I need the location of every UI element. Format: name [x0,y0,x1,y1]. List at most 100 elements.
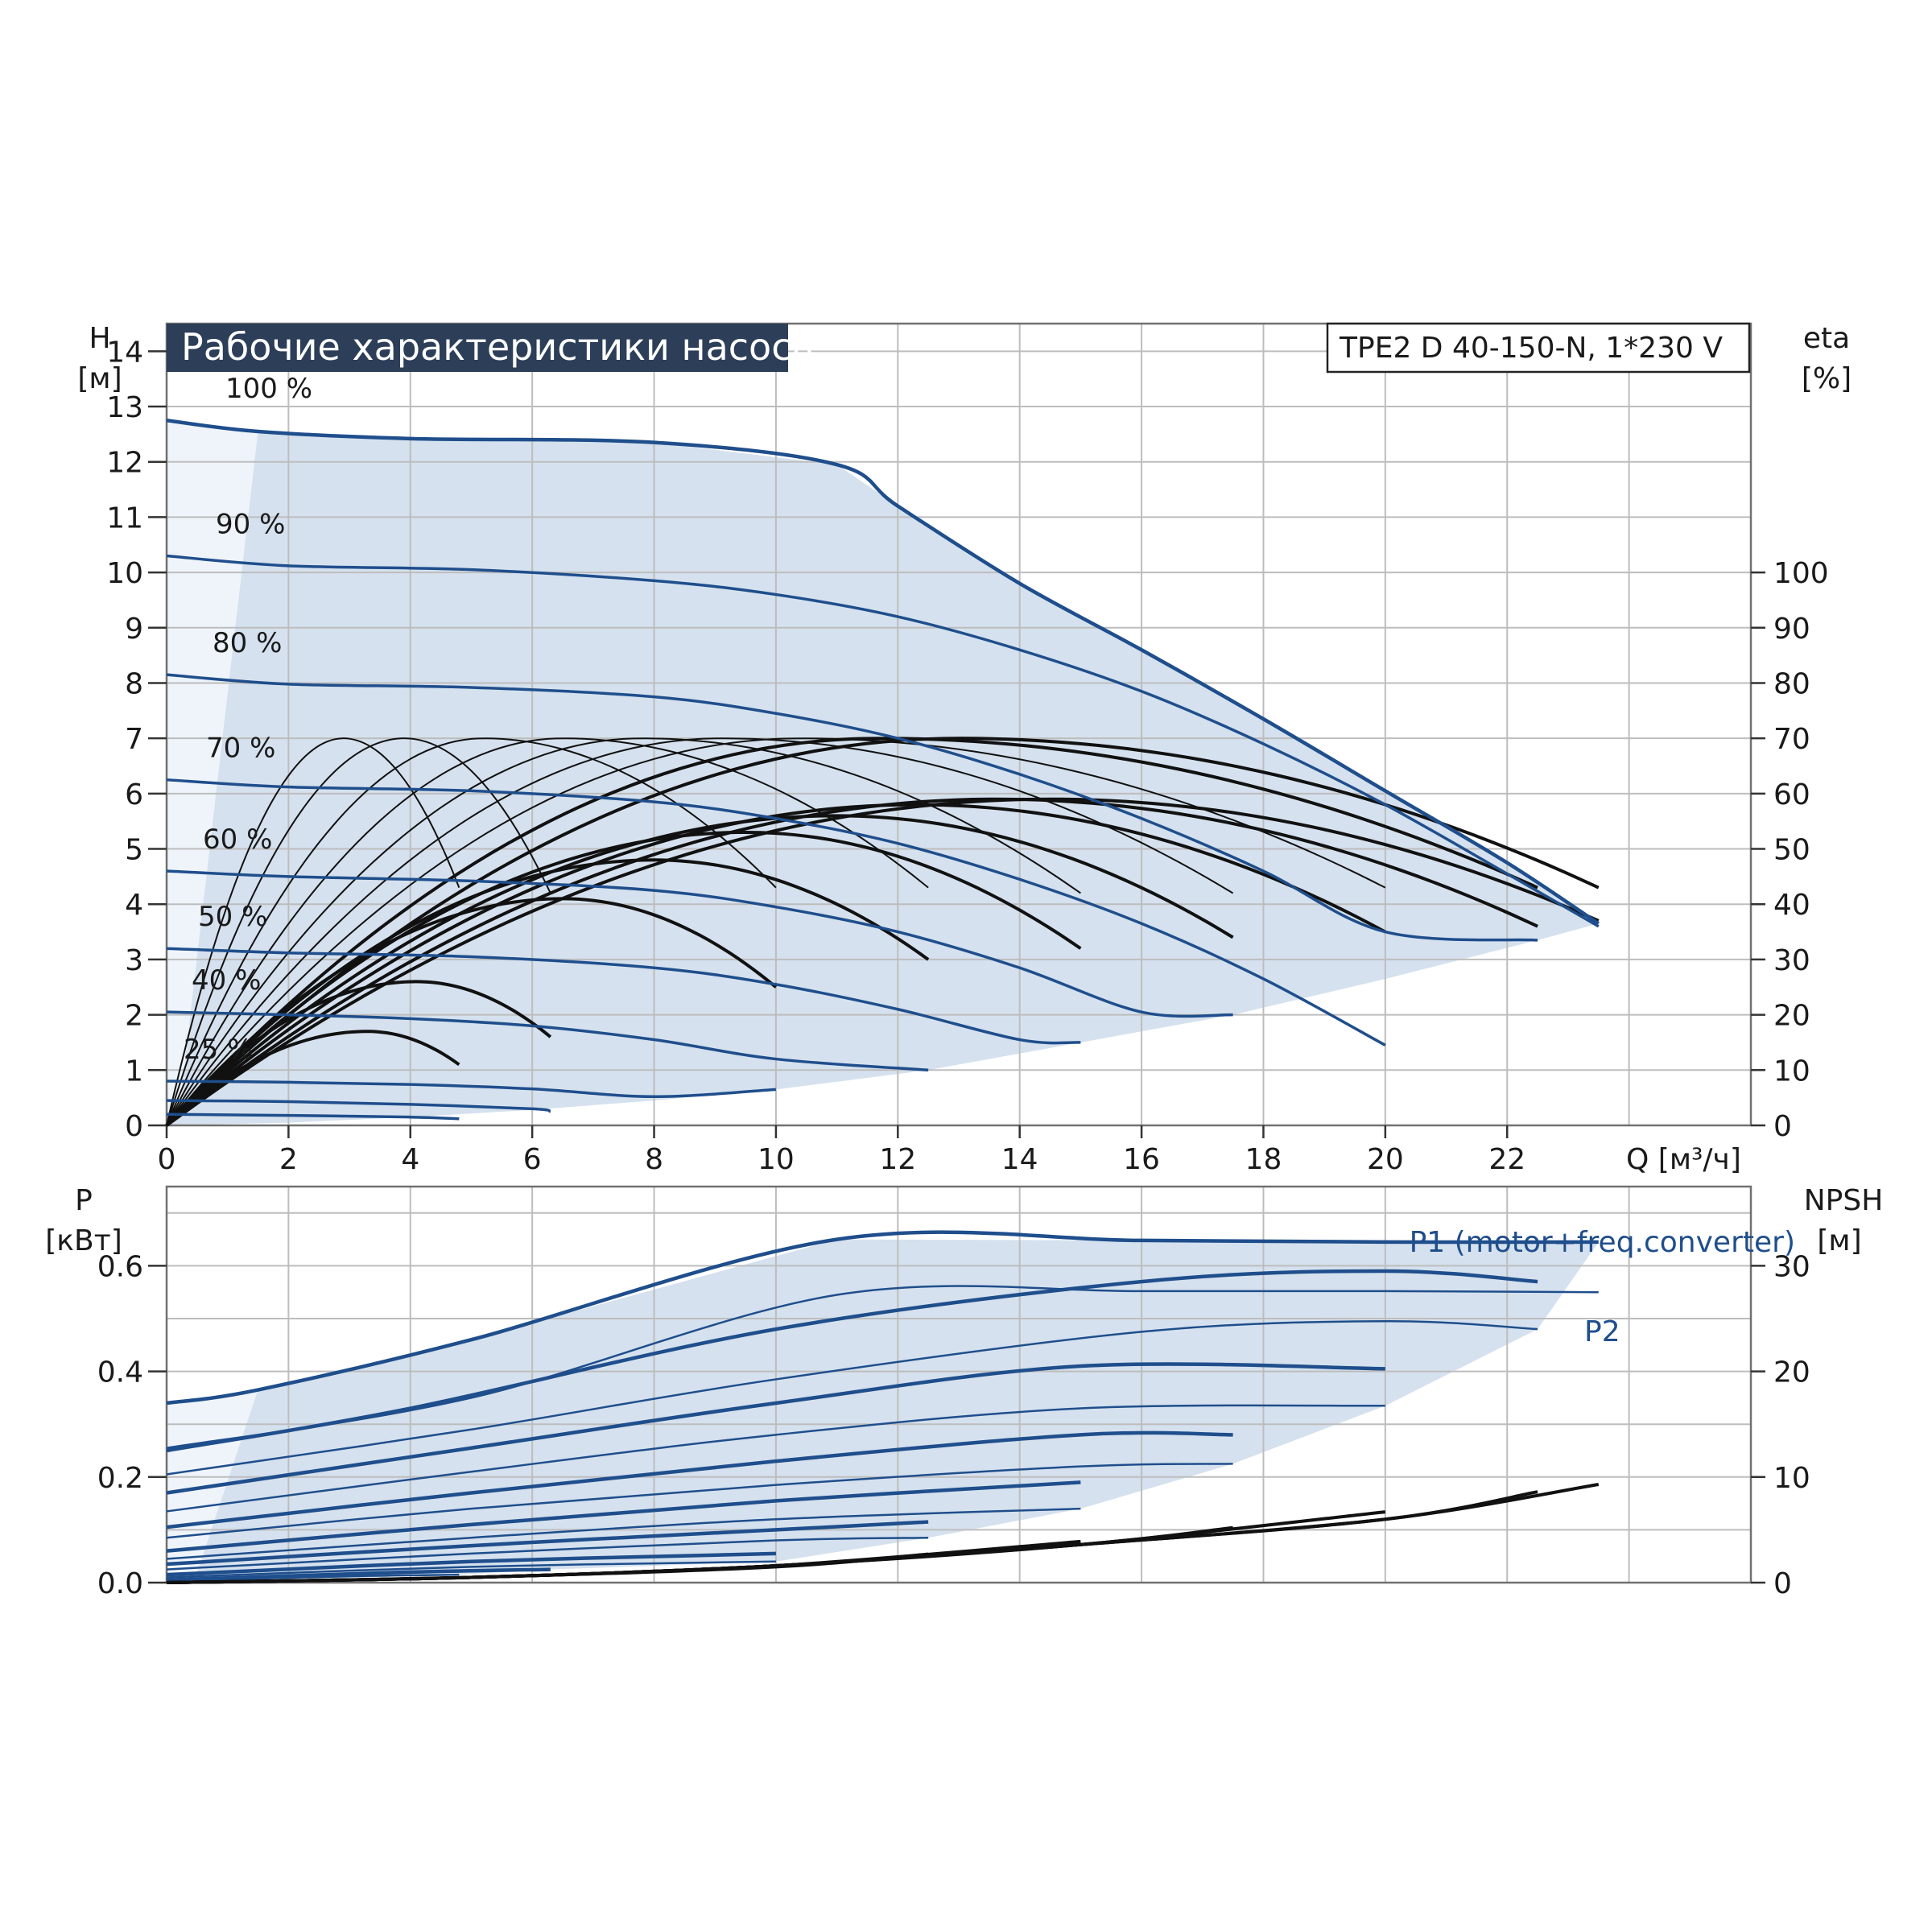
power-curve [166,1230,1599,1406]
npsh-tick-label: 30 [1773,1250,1810,1283]
speed-curve [166,947,1081,1045]
power-curve [166,1269,1538,1453]
head-frame [165,322,1752,1127]
power-curve [166,1480,1081,1553]
head-x-tick-label: 22 [1488,1143,1525,1176]
eta-tick-label: 20 [1773,1000,1810,1033]
efficiency-curve [166,737,777,1126]
power-curve [166,1507,1081,1560]
speed-label: 50 % [198,901,267,933]
speed-curve [166,778,1386,1046]
npsh-tick-label: 10 [1773,1462,1810,1495]
power-curve [166,1320,1538,1476]
head-x-tick-label: 14 [1001,1143,1038,1176]
efficiency-curve [165,737,1538,1127]
speed-label: 80 % [213,627,282,659]
head-envelope-area [167,420,1599,1125]
speed-curve [166,418,1600,926]
power-y-tick-label: 0.0 [97,1567,143,1600]
eta-axis-unit: [%] [1802,362,1852,395]
eta-tick-label: 0 [1773,1110,1792,1143]
head-y-tick-label: 8 [125,667,143,700]
power-y-tick-label: 0.4 [97,1356,143,1389]
speed-curve [166,869,1233,1018]
head-x-tick-label: 10 [758,1143,795,1176]
head-x-tick-label: 0 [158,1143,176,1176]
efficiency-curve [165,897,778,1127]
head-y-tick-label: 10 [106,557,143,590]
speed-label: 40 % [192,964,261,997]
efficiency-curve [165,797,1538,1127]
npsh-curve [166,1483,1600,1584]
speed-label: 90 % [216,508,285,540]
eta-tick-label: 60 [1773,778,1810,811]
head-y-tick-label: 7 [125,723,143,756]
head-y-tick-label: 12 [106,447,143,480]
power-curve [166,1430,1233,1530]
head-x-tick-label: 18 [1245,1143,1282,1176]
efficiency-curve [165,803,1386,1127]
npsh-axis-title: NPSH [1804,1184,1884,1217]
head-x-tick-label: 2 [279,1143,298,1176]
head-y-tick-label: 3 [125,944,143,977]
npsh-axis-unit: [м] [1817,1224,1861,1257]
speed-curve [166,673,1538,942]
head-plot: 0123456789101112131401020304050607080901… [77,322,1852,1176]
head-x-tick-label: 12 [879,1143,916,1176]
speed-curve [166,1113,460,1121]
power-frame [165,1185,1752,1584]
head-x-tick-label: 16 [1123,1143,1160,1176]
npsh-tick-label: 20 [1773,1356,1810,1389]
efficiency-curve [165,814,1234,1127]
head-y-tick-label: 13 [106,391,143,424]
power-curve [166,1463,1233,1539]
speed-curve [166,1010,929,1072]
head-y-tick-label: 0 [125,1110,143,1143]
flow-axis-title: Q [м³/ч] [1626,1143,1741,1176]
power-curve [166,1404,1385,1513]
speed-label: 70 % [206,733,275,765]
speed-curve [166,1099,551,1113]
head-y-tick-label: 11 [106,502,143,535]
eta-tick-label: 50 [1773,834,1810,867]
efficiency-curve [165,830,1082,1127]
eta-tick-label: 40 [1773,889,1810,922]
head-y-tick-label: 9 [125,613,143,646]
speed-curve [166,554,1600,928]
efficiency-curve [166,737,929,1126]
speed-curve [166,1080,777,1099]
head-x-tick-label: 8 [645,1143,663,1176]
eta-axis-title: eta [1803,322,1850,355]
head-y-tick-label: 5 [125,834,143,867]
power-y-tick-label: 0.2 [97,1462,143,1495]
speed-label: 100 % [225,373,312,405]
power-curve [166,1551,776,1577]
power-curve [166,1560,776,1579]
power-curve [166,1520,929,1567]
head-x-tick-label: 4 [401,1143,419,1176]
chart-annotations: Рабочие характеристики насоса TPE2 D 40-… [167,322,1751,374]
p1-series-label: P1 (motor+freq.converter) [1410,1226,1795,1259]
power-curve [166,1567,551,1582]
power-plot: 0.0 0.2 0.4 0.6 0 10 20 30 P [кВт] NPSH [м] P1 (moto… [45,1184,1883,1600]
speed-label: 25 % [184,1034,253,1066]
eta-tick-label: 10 [1773,1055,1810,1088]
power-curve [166,1573,460,1583]
eta-tick-label: 80 [1773,667,1810,700]
head-y-tick-label: 6 [125,778,143,811]
head-y-tick-label: 2 [125,1000,143,1033]
head-x-tick-label: 20 [1367,1143,1404,1176]
efficiency-curve [165,737,1600,1127]
model-box [1326,322,1751,374]
title-box [167,324,788,372]
head-y-tick-label: 14 [106,336,143,369]
head-axis-unit: [м] [77,362,122,395]
efficiency-curve [166,737,1234,1126]
head-x-tick-label: 6 [523,1143,542,1176]
power-curve [166,1285,1599,1449]
efficiency-curve [166,737,1386,1126]
eta-tick-label: 100 [1773,557,1829,590]
efficiency-curve [165,797,1600,1127]
